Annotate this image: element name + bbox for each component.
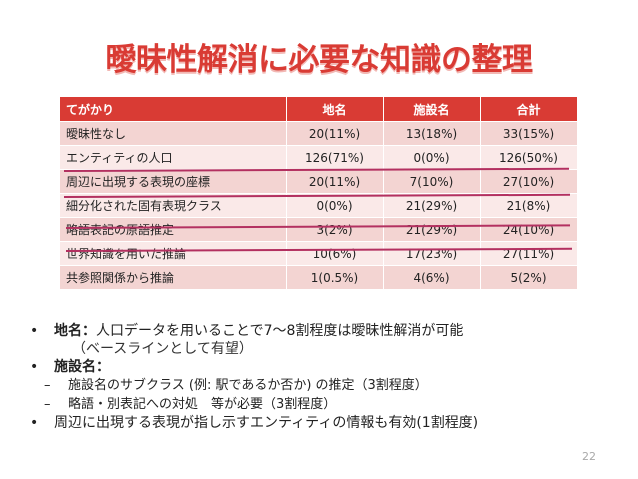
sub-bullet-marker: – — [44, 378, 51, 393]
sub-bullet-abbrev: – 略語・別表記への対処 等が必要（3割程度） — [30, 395, 620, 414]
sub-bullet-subclass: – 施設名のサブクラス (例: 駅であるか否か) の推定（3割程度） — [30, 376, 620, 395]
cell-facility: 4(6%) — [383, 265, 481, 289]
table-row: 細分化された固有表現クラス 0(0%) 21(29%) 21(8%) — [60, 193, 578, 218]
table-header-row: てがかり 地名 施設名 合計 — [60, 97, 578, 122]
table-row: 世界知識を用いた推論 10(6%) 17(23%) 27(11%) — [60, 241, 578, 266]
table-row: エンティティの人口 126(71%) 0(0%) 126(50%) — [60, 145, 578, 170]
table-row: 曖昧性なし 20(11%) 13(18%) 33(15%) — [60, 121, 578, 146]
cell-clue: 共参照関係から推論 — [60, 265, 287, 289]
cell-place: 1(0.5%) — [286, 265, 384, 289]
clue-table: てがかり 地名 施設名 合計 曖昧性なし 20(11%) 13(18%) 33(… — [60, 97, 578, 289]
cell-facility: 17(23%) — [383, 241, 481, 266]
slide-title: 曖昧性解消に必要な知識の整理 — [105, 42, 534, 78]
sub-bullet-text: 施設名のサブクラス (例: 駅であるか否か) の推定（3割程度） — [68, 378, 428, 393]
bullet-label: 施設名： — [54, 359, 110, 375]
header-facility: 施設名 — [383, 97, 481, 122]
cell-clue: 曖昧性なし — [60, 121, 287, 146]
cell-facility: 13(18%) — [383, 121, 481, 146]
cell-facility: 21(29%) — [383, 217, 481, 242]
table-row: 周辺に出現する表現の座標 20(11%) 7(10%) 27(10%) — [60, 169, 578, 194]
header-clue: てがかり — [60, 97, 287, 122]
cell-facility: 21(29%) — [383, 193, 481, 218]
cell-place: 126(71%) — [286, 145, 384, 170]
bullet-context: • 周辺に出現する表現が指し示すエンティティの情報も有効(1割程度) — [30, 414, 620, 432]
cell-place: 10(6%) — [286, 241, 384, 266]
cell-place: 0(0%) — [286, 193, 384, 218]
bullet-list: • 地名：人口データを用いることで7〜8割程度は曖昧性解消が可能 （ベースライン… — [30, 322, 620, 432]
bullet-marker: • — [30, 359, 39, 375]
bullet-continuation: （ベースラインとして有望） — [72, 341, 253, 357]
cell-clue: エンティティの人口 — [60, 145, 287, 170]
header-total: 合計 — [480, 97, 578, 122]
bullet-text: 周辺に出現する表現が指し示すエンティティの情報も有効(1割程度) — [54, 415, 479, 431]
bullet-label: 地名： — [54, 323, 96, 339]
cell-total: 27(11%) — [480, 241, 578, 266]
cell-place: 20(11%) — [286, 169, 384, 194]
bullet-text: 人口データを用いることで7〜8割程度は曖昧性解消が可能 — [96, 323, 464, 339]
page-number: 22 — [582, 450, 596, 463]
bullet-marker: • — [30, 323, 39, 339]
bullet-facility: • 施設名： — [30, 358, 620, 376]
cell-facility: 0(0%) — [383, 145, 481, 170]
cell-place: 20(11%) — [286, 121, 384, 146]
cell-total: 5(2%) — [480, 265, 578, 289]
cell-clue: 世界知識を用いた推論 — [60, 241, 287, 266]
header-place: 地名 — [286, 97, 384, 122]
cell-total: 24(10%) — [480, 217, 578, 242]
table-row: 略語表記の原語推定 3(2%) 21(29%) 24(10%) — [60, 217, 578, 242]
cell-clue: 略語表記の原語推定 — [60, 217, 287, 242]
cell-total: 33(15%) — [480, 121, 578, 146]
bullet-place: • 地名：人口データを用いることで7〜8割程度は曖昧性解消が可能 — [30, 322, 620, 340]
cell-clue: 細分化された固有表現クラス — [60, 193, 287, 218]
bullet-marker: • — [30, 415, 39, 431]
sub-bullet-text: 略語・別表記への対処 等が必要（3割程度） — [68, 397, 337, 412]
table-row: 共参照関係から推論 1(0.5%) 4(6%) 5(2%) — [60, 265, 578, 289]
cell-facility: 7(10%) — [383, 169, 481, 194]
sub-bullet-marker: – — [44, 397, 51, 412]
cell-place: 3(2%) — [286, 217, 384, 242]
cell-total: 126(50%) — [480, 145, 578, 170]
cell-clue: 周辺に出現する表現の座標 — [60, 169, 287, 194]
cell-total: 27(10%) — [480, 169, 578, 194]
cell-total: 21(8%) — [480, 193, 578, 218]
